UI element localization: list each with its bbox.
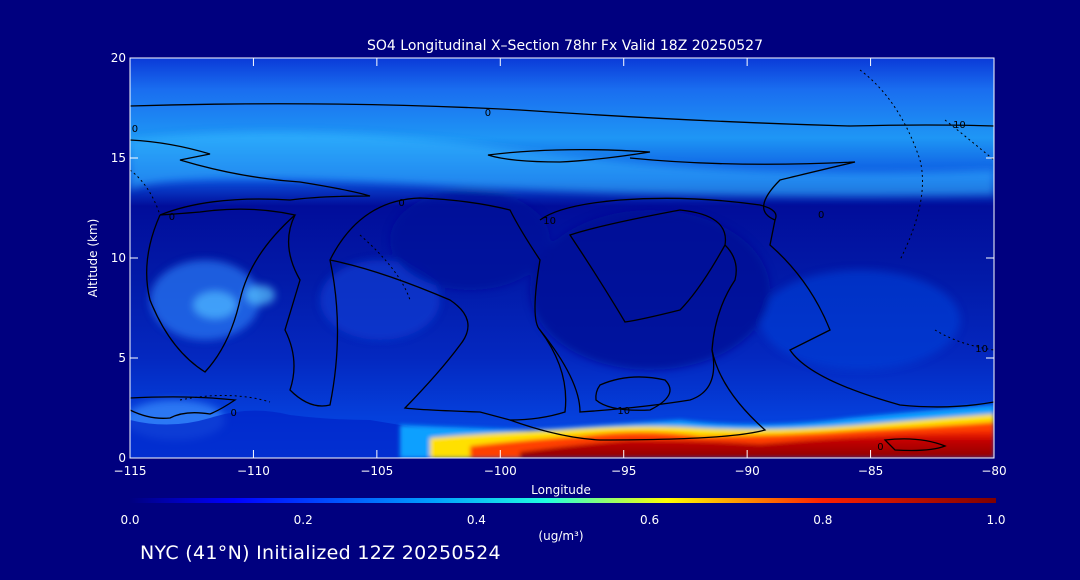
contour-line: [509, 349, 767, 441]
contour-line: [539, 244, 737, 413]
contour-line: [944, 119, 994, 161]
colorbar-tick-label: 0.2: [294, 513, 313, 527]
contour-label: 0: [132, 124, 138, 135]
heatmap-patch: [320, 260, 440, 340]
colorbar: [130, 498, 996, 503]
heatmap-field: 0 0 0 0 10 10 0 10 10 0 0: [130, 58, 994, 458]
chart-title: SO4 Longitudinal X–Section 78hr Fx Valid…: [367, 38, 763, 54]
y-tick-label: 5: [118, 351, 126, 365]
colorbar-tick-label: 0.6: [640, 513, 659, 527]
y-tick-label: 10: [111, 251, 126, 265]
footer-init-text: NYC (41°N) Initialized 12Z 20250524: [140, 542, 501, 564]
contour-line: [130, 169, 161, 216]
contour-label: 0: [877, 442, 883, 453]
contour-line: [130, 396, 237, 419]
colorbar-unit-label: (ug/m³): [538, 529, 583, 543]
colorbar-ticks: 0.0 0.2 0.4 0.6 0.8 1.0: [120, 513, 1005, 527]
x-tick-label: −80: [981, 464, 1006, 478]
x-tick-label: −110: [237, 464, 270, 478]
heatmap-patch: [245, 285, 275, 305]
contour-lines: [130, 103, 994, 452]
contour-line: [934, 329, 994, 351]
contour-line: [629, 157, 994, 408]
heatmap-patch: [390, 190, 550, 290]
contour-line: [568, 209, 727, 323]
heatmap-patch: [760, 270, 960, 370]
heatmap-surface-red: [520, 430, 994, 458]
contour-label: 0: [485, 108, 491, 119]
contour-line: [130, 103, 994, 127]
contour-label: 10: [953, 120, 966, 131]
contour-label: 0: [169, 212, 175, 223]
y-axis: 0 5 10 15 20: [111, 51, 994, 465]
contour-line: [284, 197, 567, 421]
x-tick-label: −85: [858, 464, 883, 478]
contour-label: 10: [617, 406, 630, 417]
contour-line: [595, 376, 671, 411]
contour-line: [146, 208, 297, 373]
heatmap-patch: [193, 291, 237, 319]
y-tick-label: 0: [118, 451, 126, 465]
colorbar-tick-label: 0.4: [467, 513, 486, 527]
colorbar-tick-label: 0.0: [120, 513, 139, 527]
contour-line: [359, 234, 411, 301]
contour-line: [487, 148, 651, 163]
contour-label-layer: 0 0 0 0 10 10 0 10 10 0 0: [132, 108, 988, 453]
colorbar-tick-label: 1.0: [986, 513, 1005, 527]
contour-label: 10: [975, 344, 988, 355]
contour-line: [539, 197, 777, 221]
contour-label: 0: [398, 198, 404, 209]
heatmap-terrain: [130, 410, 430, 458]
x-tick-label: −105: [360, 464, 393, 478]
x-tick-label: −115: [114, 464, 147, 478]
contour-line: [130, 139, 371, 216]
x-tick-label: −95: [611, 464, 636, 478]
x-tick-label: −90: [734, 464, 759, 478]
y-axis-label: Altitude (km): [86, 219, 100, 298]
heatmap-patch: [530, 210, 770, 370]
contour-label: 10: [543, 216, 556, 227]
heatmap-upper-band: [130, 132, 994, 197]
contour-line: [883, 438, 947, 452]
contour-line: [859, 69, 923, 261]
y-tick-label: 15: [111, 151, 126, 165]
y-tick-label: 20: [111, 51, 126, 65]
x-axis: −115 −110 −105 −100 −95 −90 −85 −80: [114, 58, 1007, 478]
colorbar-tick-label: 0.8: [813, 513, 832, 527]
x-axis-label: Longitude: [531, 483, 591, 497]
x-tick-label: −100: [484, 464, 517, 478]
contour-label: 0: [230, 408, 236, 419]
contour-lines-dashed: [130, 69, 994, 403]
contour-label: 0: [818, 210, 824, 221]
